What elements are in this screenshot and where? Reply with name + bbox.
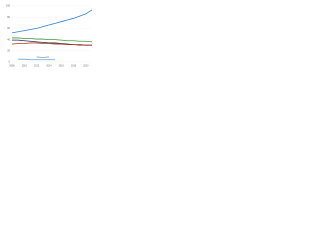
x-tick-label: 2010 [22,66,28,68]
series-line [11,9,93,34]
x-tick-label: 2012 [34,66,40,68]
series-line [12,37,93,43]
series-line [11,42,92,46]
x-tick-label: 2018 [71,66,77,68]
y-tick-label: 40 [7,38,10,41]
series-line [36,56,49,58]
y-tick-label: 80 [7,16,10,19]
series-line [18,58,56,61]
x-tick-label: 2016 [59,66,65,68]
x-tick-label: 2008 [9,66,15,68]
page: {"chart_data": {"type": "line", "categor… [0,0,100,71]
y-tick-label: 100 [6,5,11,8]
x-tick-label: 2020 [83,66,89,68]
series-line [12,39,92,46]
y-tick-label: 60 [7,27,10,30]
x-tick-label: 2014 [46,66,52,68]
chart: 0 20 40 60 80 100 2008 2010 2012 2014 2016 2018 2020 [6,5,93,68]
y-tick-label: 0 [9,61,11,64]
y-tick-label: 20 [7,49,10,52]
